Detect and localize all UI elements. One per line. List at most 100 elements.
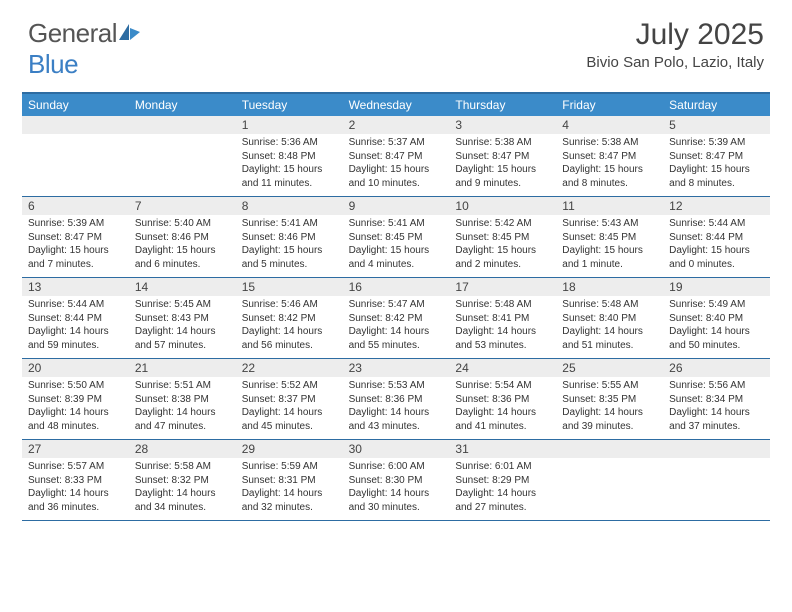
day-number: 11 — [556, 197, 663, 215]
logo-word-2: Blue — [28, 49, 78, 79]
day-number: 9 — [343, 197, 450, 215]
daylight-text: Daylight: 14 hours and 59 minutes. — [28, 325, 123, 352]
day-cell: Sunrise: 5:53 AMSunset: 8:36 PMDaylight:… — [343, 377, 450, 439]
daylight-text: Daylight: 14 hours and 27 minutes. — [455, 487, 550, 514]
day-number: 12 — [663, 197, 770, 215]
sunrise-text: Sunrise: 5:36 AM — [242, 136, 337, 150]
day-number: 6 — [22, 197, 129, 215]
sunset-text: Sunset: 8:32 PM — [135, 474, 230, 488]
day-cell: Sunrise: 5:48 AMSunset: 8:40 PMDaylight:… — [556, 296, 663, 358]
weekday-sat: Saturday — [663, 94, 770, 116]
day-number: 13 — [22, 278, 129, 296]
day-cell — [129, 134, 236, 196]
sunrise-text: Sunrise: 5:54 AM — [455, 379, 550, 393]
day-cell: Sunrise: 5:39 AMSunset: 8:47 PMDaylight:… — [663, 134, 770, 196]
sunrise-text: Sunrise: 5:39 AM — [28, 217, 123, 231]
sunset-text: Sunset: 8:43 PM — [135, 312, 230, 326]
day-cell: Sunrise: 5:49 AMSunset: 8:40 PMDaylight:… — [663, 296, 770, 358]
sunset-text: Sunset: 8:47 PM — [28, 231, 123, 245]
sunset-text: Sunset: 8:42 PM — [242, 312, 337, 326]
weekday-tue: Tuesday — [236, 94, 343, 116]
header: General Blue July 2025 Bivio San Polo, L… — [0, 0, 792, 80]
logo-text: General Blue — [28, 18, 141, 80]
day-number: 30 — [343, 440, 450, 458]
day-number: 31 — [449, 440, 556, 458]
day-number: 7 — [129, 197, 236, 215]
day-number: 26 — [663, 359, 770, 377]
day-number: 25 — [556, 359, 663, 377]
logo-word-1: General — [28, 18, 117, 48]
weekday-wed: Wednesday — [343, 94, 450, 116]
day-cell: Sunrise: 5:54 AMSunset: 8:36 PMDaylight:… — [449, 377, 556, 439]
day-number: 28 — [129, 440, 236, 458]
sunrise-text: Sunrise: 5:41 AM — [242, 217, 337, 231]
day-cell: Sunrise: 5:38 AMSunset: 8:47 PMDaylight:… — [449, 134, 556, 196]
sunset-text: Sunset: 8:42 PM — [349, 312, 444, 326]
sunset-text: Sunset: 8:45 PM — [455, 231, 550, 245]
daylight-text: Daylight: 14 hours and 43 minutes. — [349, 406, 444, 433]
sunset-text: Sunset: 8:38 PM — [135, 393, 230, 407]
sunset-text: Sunset: 8:41 PM — [455, 312, 550, 326]
daylight-text: Daylight: 14 hours and 34 minutes. — [135, 487, 230, 514]
daylight-text: Daylight: 14 hours and 37 minutes. — [669, 406, 764, 433]
sunrise-text: Sunrise: 5:50 AM — [28, 379, 123, 393]
sunrise-text: Sunrise: 5:56 AM — [669, 379, 764, 393]
weekday-sun: Sunday — [22, 94, 129, 116]
day-number: 5 — [663, 116, 770, 134]
sunset-text: Sunset: 8:47 PM — [349, 150, 444, 164]
day-number — [22, 116, 129, 134]
sunrise-text: Sunrise: 6:01 AM — [455, 460, 550, 474]
sunset-text: Sunset: 8:47 PM — [562, 150, 657, 164]
sunrise-text: Sunrise: 5:45 AM — [135, 298, 230, 312]
sunrise-text: Sunrise: 5:44 AM — [669, 217, 764, 231]
sunset-text: Sunset: 8:46 PM — [242, 231, 337, 245]
sunset-text: Sunset: 8:48 PM — [242, 150, 337, 164]
day-number — [556, 440, 663, 458]
sunrise-text: Sunrise: 6:00 AM — [349, 460, 444, 474]
sunrise-text: Sunrise: 5:55 AM — [562, 379, 657, 393]
content-row: Sunrise: 5:57 AMSunset: 8:33 PMDaylight:… — [22, 458, 770, 520]
day-cell: Sunrise: 5:36 AMSunset: 8:48 PMDaylight:… — [236, 134, 343, 196]
sunset-text: Sunset: 8:31 PM — [242, 474, 337, 488]
day-number: 29 — [236, 440, 343, 458]
sunset-text: Sunset: 8:44 PM — [28, 312, 123, 326]
day-cell: Sunrise: 6:01 AMSunset: 8:29 PMDaylight:… — [449, 458, 556, 520]
day-cell: Sunrise: 5:59 AMSunset: 8:31 PMDaylight:… — [236, 458, 343, 520]
sunrise-text: Sunrise: 5:43 AM — [562, 217, 657, 231]
content-row: Sunrise: 5:39 AMSunset: 8:47 PMDaylight:… — [22, 215, 770, 277]
sunset-text: Sunset: 8:34 PM — [669, 393, 764, 407]
day-cell: Sunrise: 5:42 AMSunset: 8:45 PMDaylight:… — [449, 215, 556, 277]
day-number: 8 — [236, 197, 343, 215]
sunset-text: Sunset: 8:33 PM — [28, 474, 123, 488]
day-cell: Sunrise: 6:00 AMSunset: 8:30 PMDaylight:… — [343, 458, 450, 520]
daylight-text: Daylight: 14 hours and 51 minutes. — [562, 325, 657, 352]
sunrise-text: Sunrise: 5:52 AM — [242, 379, 337, 393]
day-cell: Sunrise: 5:38 AMSunset: 8:47 PMDaylight:… — [556, 134, 663, 196]
sunrise-text: Sunrise: 5:38 AM — [455, 136, 550, 150]
sunset-text: Sunset: 8:46 PM — [135, 231, 230, 245]
week-row: 2728293031Sunrise: 5:57 AMSunset: 8:33 P… — [22, 440, 770, 521]
weekday-mon: Monday — [129, 94, 236, 116]
sunrise-text: Sunrise: 5:44 AM — [28, 298, 123, 312]
day-number: 14 — [129, 278, 236, 296]
sunset-text: Sunset: 8:44 PM — [669, 231, 764, 245]
day-cell — [22, 134, 129, 196]
sunset-text: Sunset: 8:29 PM — [455, 474, 550, 488]
day-cell: Sunrise: 5:41 AMSunset: 8:45 PMDaylight:… — [343, 215, 450, 277]
daylight-text: Daylight: 14 hours and 30 minutes. — [349, 487, 444, 514]
day-number: 18 — [556, 278, 663, 296]
daylight-text: Daylight: 14 hours and 56 minutes. — [242, 325, 337, 352]
sunset-text: Sunset: 8:40 PM — [669, 312, 764, 326]
week-row: 13141516171819Sunrise: 5:44 AMSunset: 8:… — [22, 278, 770, 359]
day-cell — [556, 458, 663, 520]
logo-sail-icon — [119, 24, 141, 42]
sunrise-text: Sunrise: 5:51 AM — [135, 379, 230, 393]
sunrise-text: Sunrise: 5:49 AM — [669, 298, 764, 312]
daylight-text: Daylight: 14 hours and 36 minutes. — [28, 487, 123, 514]
day-cell: Sunrise: 5:39 AMSunset: 8:47 PMDaylight:… — [22, 215, 129, 277]
weekday-header: Sunday Monday Tuesday Wednesday Thursday… — [22, 94, 770, 116]
day-cell: Sunrise: 5:51 AMSunset: 8:38 PMDaylight:… — [129, 377, 236, 439]
day-number: 23 — [343, 359, 450, 377]
day-cell: Sunrise: 5:40 AMSunset: 8:46 PMDaylight:… — [129, 215, 236, 277]
day-cell: Sunrise: 5:37 AMSunset: 8:47 PMDaylight:… — [343, 134, 450, 196]
